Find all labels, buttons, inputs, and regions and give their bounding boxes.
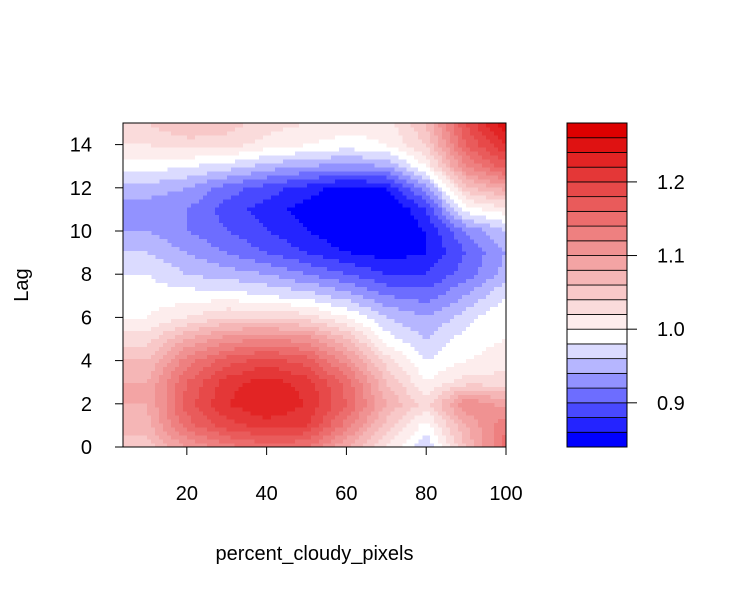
colorbar-swatch — [566, 431, 628, 448]
colorbar-swatch — [566, 314, 628, 330]
colorbar-swatch — [566, 122, 628, 139]
colorbar-swatch — [566, 372, 628, 389]
x-tick-label: 100 — [489, 483, 522, 505]
colorbar-swatch — [566, 269, 628, 286]
contour-band-20 — [498, 123, 507, 132]
colorbar-swatch — [566, 196, 628, 212]
y-tick-label: 0 — [81, 437, 92, 459]
contour-band-13 — [154, 123, 507, 448]
colorbar-tick-label: 1.1 — [657, 246, 685, 268]
x-tick-label: 60 — [335, 483, 357, 505]
colorbar-swatch — [566, 255, 628, 271]
y-tick-label: 10 — [70, 221, 92, 243]
colorbar-swatch — [566, 225, 628, 242]
contour-band-6 — [123, 147, 507, 448]
x-tick-label: 40 — [256, 483, 278, 505]
colorbar-swatch — [566, 358, 628, 374]
plot-frame — [122, 122, 507, 448]
colorbar-axis: 0.9 1.0 1.1 1.2 — [627, 172, 685, 415]
x-axis-label: percent_cloudy_pixels — [216, 543, 414, 565]
colorbar-swatch — [566, 210, 628, 227]
colorbar-swatch — [566, 240, 628, 256]
y-tick-label: 8 — [81, 264, 92, 286]
contour-fill-layer — [123, 123, 507, 448]
y-axis: 0 2 4 6 8 10 12 14 — [70, 135, 123, 459]
contour-band-1 — [246, 179, 447, 276]
colorbar-swatch — [566, 328, 628, 345]
colorbar-swatch — [566, 417, 628, 433]
contour-band-15 — [174, 123, 507, 448]
colorbar-swatch — [566, 152, 628, 168]
y-tick-label: 6 — [81, 307, 92, 329]
colorbar — [566, 122, 628, 448]
colorbar-tick-label: 1.0 — [657, 319, 685, 341]
contour-band-2 — [214, 175, 467, 288]
y-tick-label: 14 — [70, 135, 92, 157]
y-axis-label: Lag — [11, 268, 33, 301]
x-tick-label: 20 — [176, 483, 198, 505]
colorbar-swatch — [566, 299, 628, 315]
contour-band-8 — [123, 123, 507, 448]
y-tick-label: 2 — [81, 394, 92, 416]
contour-band-19 — [230, 123, 507, 420]
colorbar-tick-label: 1.2 — [657, 172, 685, 194]
contour-band-0 — [286, 187, 427, 260]
colorbar-swatch — [566, 181, 628, 198]
y-tick-label: 4 — [81, 351, 92, 373]
x-axis: 20 40 60 80 100 — [176, 447, 523, 505]
y-tick-label: 12 — [70, 178, 92, 200]
colorbar-swatch — [566, 387, 628, 404]
colorbar-tick-label: 0.9 — [657, 393, 685, 415]
x-tick-label: 80 — [415, 483, 437, 505]
colorbar-swatch — [566, 284, 628, 301]
colorbar-swatch — [566, 137, 628, 153]
contour-band-7 — [123, 135, 507, 448]
contour-band-3 — [186, 171, 487, 304]
colorbar-swatch — [566, 343, 628, 360]
colorbar-swatch — [566, 402, 628, 418]
colorbar-outline — [566, 122, 628, 448]
contour-band-4 — [123, 163, 507, 316]
colorbar-swatch — [566, 166, 628, 183]
